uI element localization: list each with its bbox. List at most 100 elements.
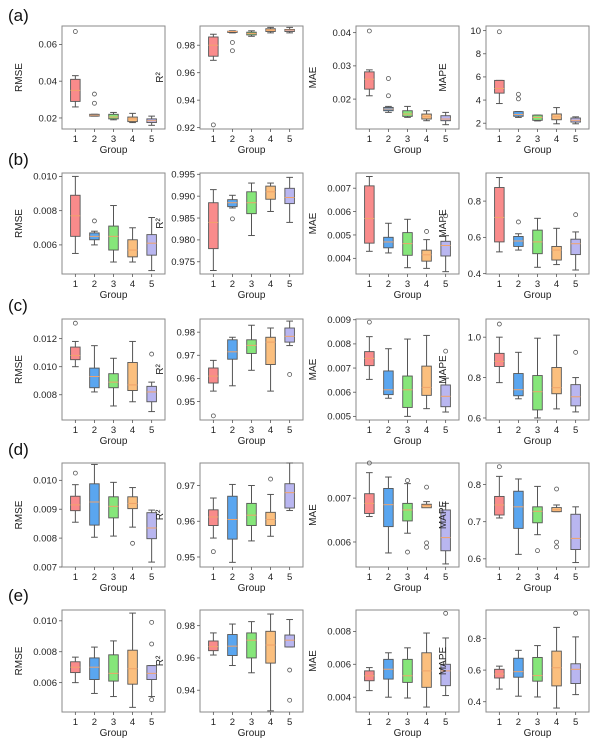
box-group-1 [208,367,219,384]
panel-mae-b: 0.004 0.005 0.006 0.007 MAE 1 2 3 4 5 Group [308,172,460,301]
x-tick-label: 5 [573,572,578,583]
box-group-4 [551,245,562,261]
y-tick-label: 0.010 [33,172,57,183]
outlier-point [230,40,235,45]
x-tick-label: 2 [516,717,521,728]
y-tick-label: 0.007 [33,562,57,573]
x-tick-label: 4 [268,279,273,290]
y-axis-label: MAPE [438,647,449,676]
x-tick-label: 2 [516,279,521,290]
outlier-point [149,697,155,703]
y-axis-label: RMSE [14,355,25,384]
x-tick-label: 2 [230,572,235,583]
x-tick-label: 2 [230,134,235,145]
panel-mape-a: 2 4 6 8 10 MAPE 1 2 3 4 5 Group [438,25,590,156]
y-tick-label: 0.007 [327,493,351,504]
x-tick-label: 4 [424,717,429,728]
box-group-5 [146,385,157,403]
y-axis-label: MAE [308,212,319,234]
x-tick-label: 3 [249,279,254,290]
outlier-point [287,667,293,673]
x-tick-label: 1 [367,279,372,290]
panel-r2-e: 0.94 0.96 0.98 R² 1 2 3 4 5 Group [155,609,304,738]
x-tick-label: 2 [230,279,235,290]
x-tick-label: 1 [73,717,78,728]
y-tick-label: 2 [476,119,481,130]
outlier-point [443,213,449,219]
x-tick-label: 2 [230,425,235,436]
box-group-3 [532,506,543,524]
x-tick-label: 3 [405,425,410,436]
x-tick-label: 2 [516,425,521,436]
box-group-5 [146,512,157,540]
outlier-point [92,91,97,97]
x-tick-label: 1 [211,134,216,145]
y-tick-label: 0.008 [327,627,351,638]
x-axis-label: Group [238,290,266,301]
y-tick-label: 0.94 [177,95,196,106]
y-tick-label: 0.004 [327,692,351,703]
y-tick-label: 0.006 [327,388,351,399]
y-tick-label: 0.95 [177,397,196,408]
y-tick-label: 4 [476,95,481,106]
y-axis-label: R² [155,218,166,229]
x-tick-label: 5 [573,425,578,436]
y-tick-label: 0.008 [33,206,57,217]
box-group-3 [108,225,119,251]
y-tick-label: 0.010 [33,362,57,373]
x-tick-label: 2 [92,279,97,290]
x-tick-label: 5 [287,134,292,145]
y-tick-label: 0.8 [468,373,481,384]
x-tick-label: 5 [149,572,154,583]
y-tick-label: 0.97 [177,351,196,362]
outlier-point [554,486,559,492]
panel-mape-d: 0.6 0.7 0.8 MAPE 1 2 3 4 5 Group [438,462,590,594]
panel-rmse-a: 0.02 0.04 0.06 RMSE 1 2 3 4 5 Group [14,25,166,156]
outlier-point [366,28,372,34]
x-tick-label: 1 [211,572,216,583]
x-tick-label: 2 [386,425,391,436]
x-tick-label: 2 [92,425,97,436]
y-tick-label: 0.006 [33,678,57,689]
x-tick-label: 3 [111,279,116,290]
box-group-2 [227,634,238,656]
y-tick-label: 0.012 [33,334,57,345]
x-tick-label: 3 [249,572,254,583]
y-tick-label: 0.04 [39,76,58,87]
x-axis-label: Group [524,290,552,301]
box-group-4 [265,630,276,664]
x-tick-label: 3 [535,134,540,145]
x-axis-label: Group [524,145,552,156]
y-tick-label: 0.96 [177,374,196,385]
x-tick-label: 3 [249,425,254,436]
x-tick-label: 4 [554,572,559,583]
x-tick-label: 1 [497,572,502,583]
x-axis-label: Group [238,145,266,156]
outlier-point [287,372,293,377]
box-group-1 [208,640,219,652]
outlier-point [424,484,429,490]
x-tick-label: 3 [405,134,410,145]
y-tick-label: 0.8 [468,480,481,491]
box-group-2 [227,495,238,540]
y-tick-label: 0.8 [468,196,481,207]
y-tick-label: 0.004 [327,254,351,265]
y-tick-label: 0.98 [177,41,196,52]
box-group-1 [70,346,81,361]
box-group-5 [440,509,451,552]
panel-mape-e: 0.4 0.6 0.8 MAPE 1 2 3 4 5 Group [438,609,590,738]
outlier-point [516,219,521,225]
y-tick-label: 0.980 [171,235,195,246]
x-tick-label: 4 [130,134,135,145]
outlier-point [230,216,235,222]
x-axis-label: Group [394,145,422,156]
box-group-4 [127,649,138,685]
y-axis-label: MAE [308,650,319,672]
y-tick-label: 0.009 [327,315,351,326]
y-tick-label: 8 [476,49,481,60]
outlier-point [516,96,521,102]
y-tick-label: 0.8 [468,634,481,645]
y-tick-label: 0.975 [171,257,195,268]
outlier-point [443,610,449,616]
y-tick-label: 0.94 [177,686,196,697]
